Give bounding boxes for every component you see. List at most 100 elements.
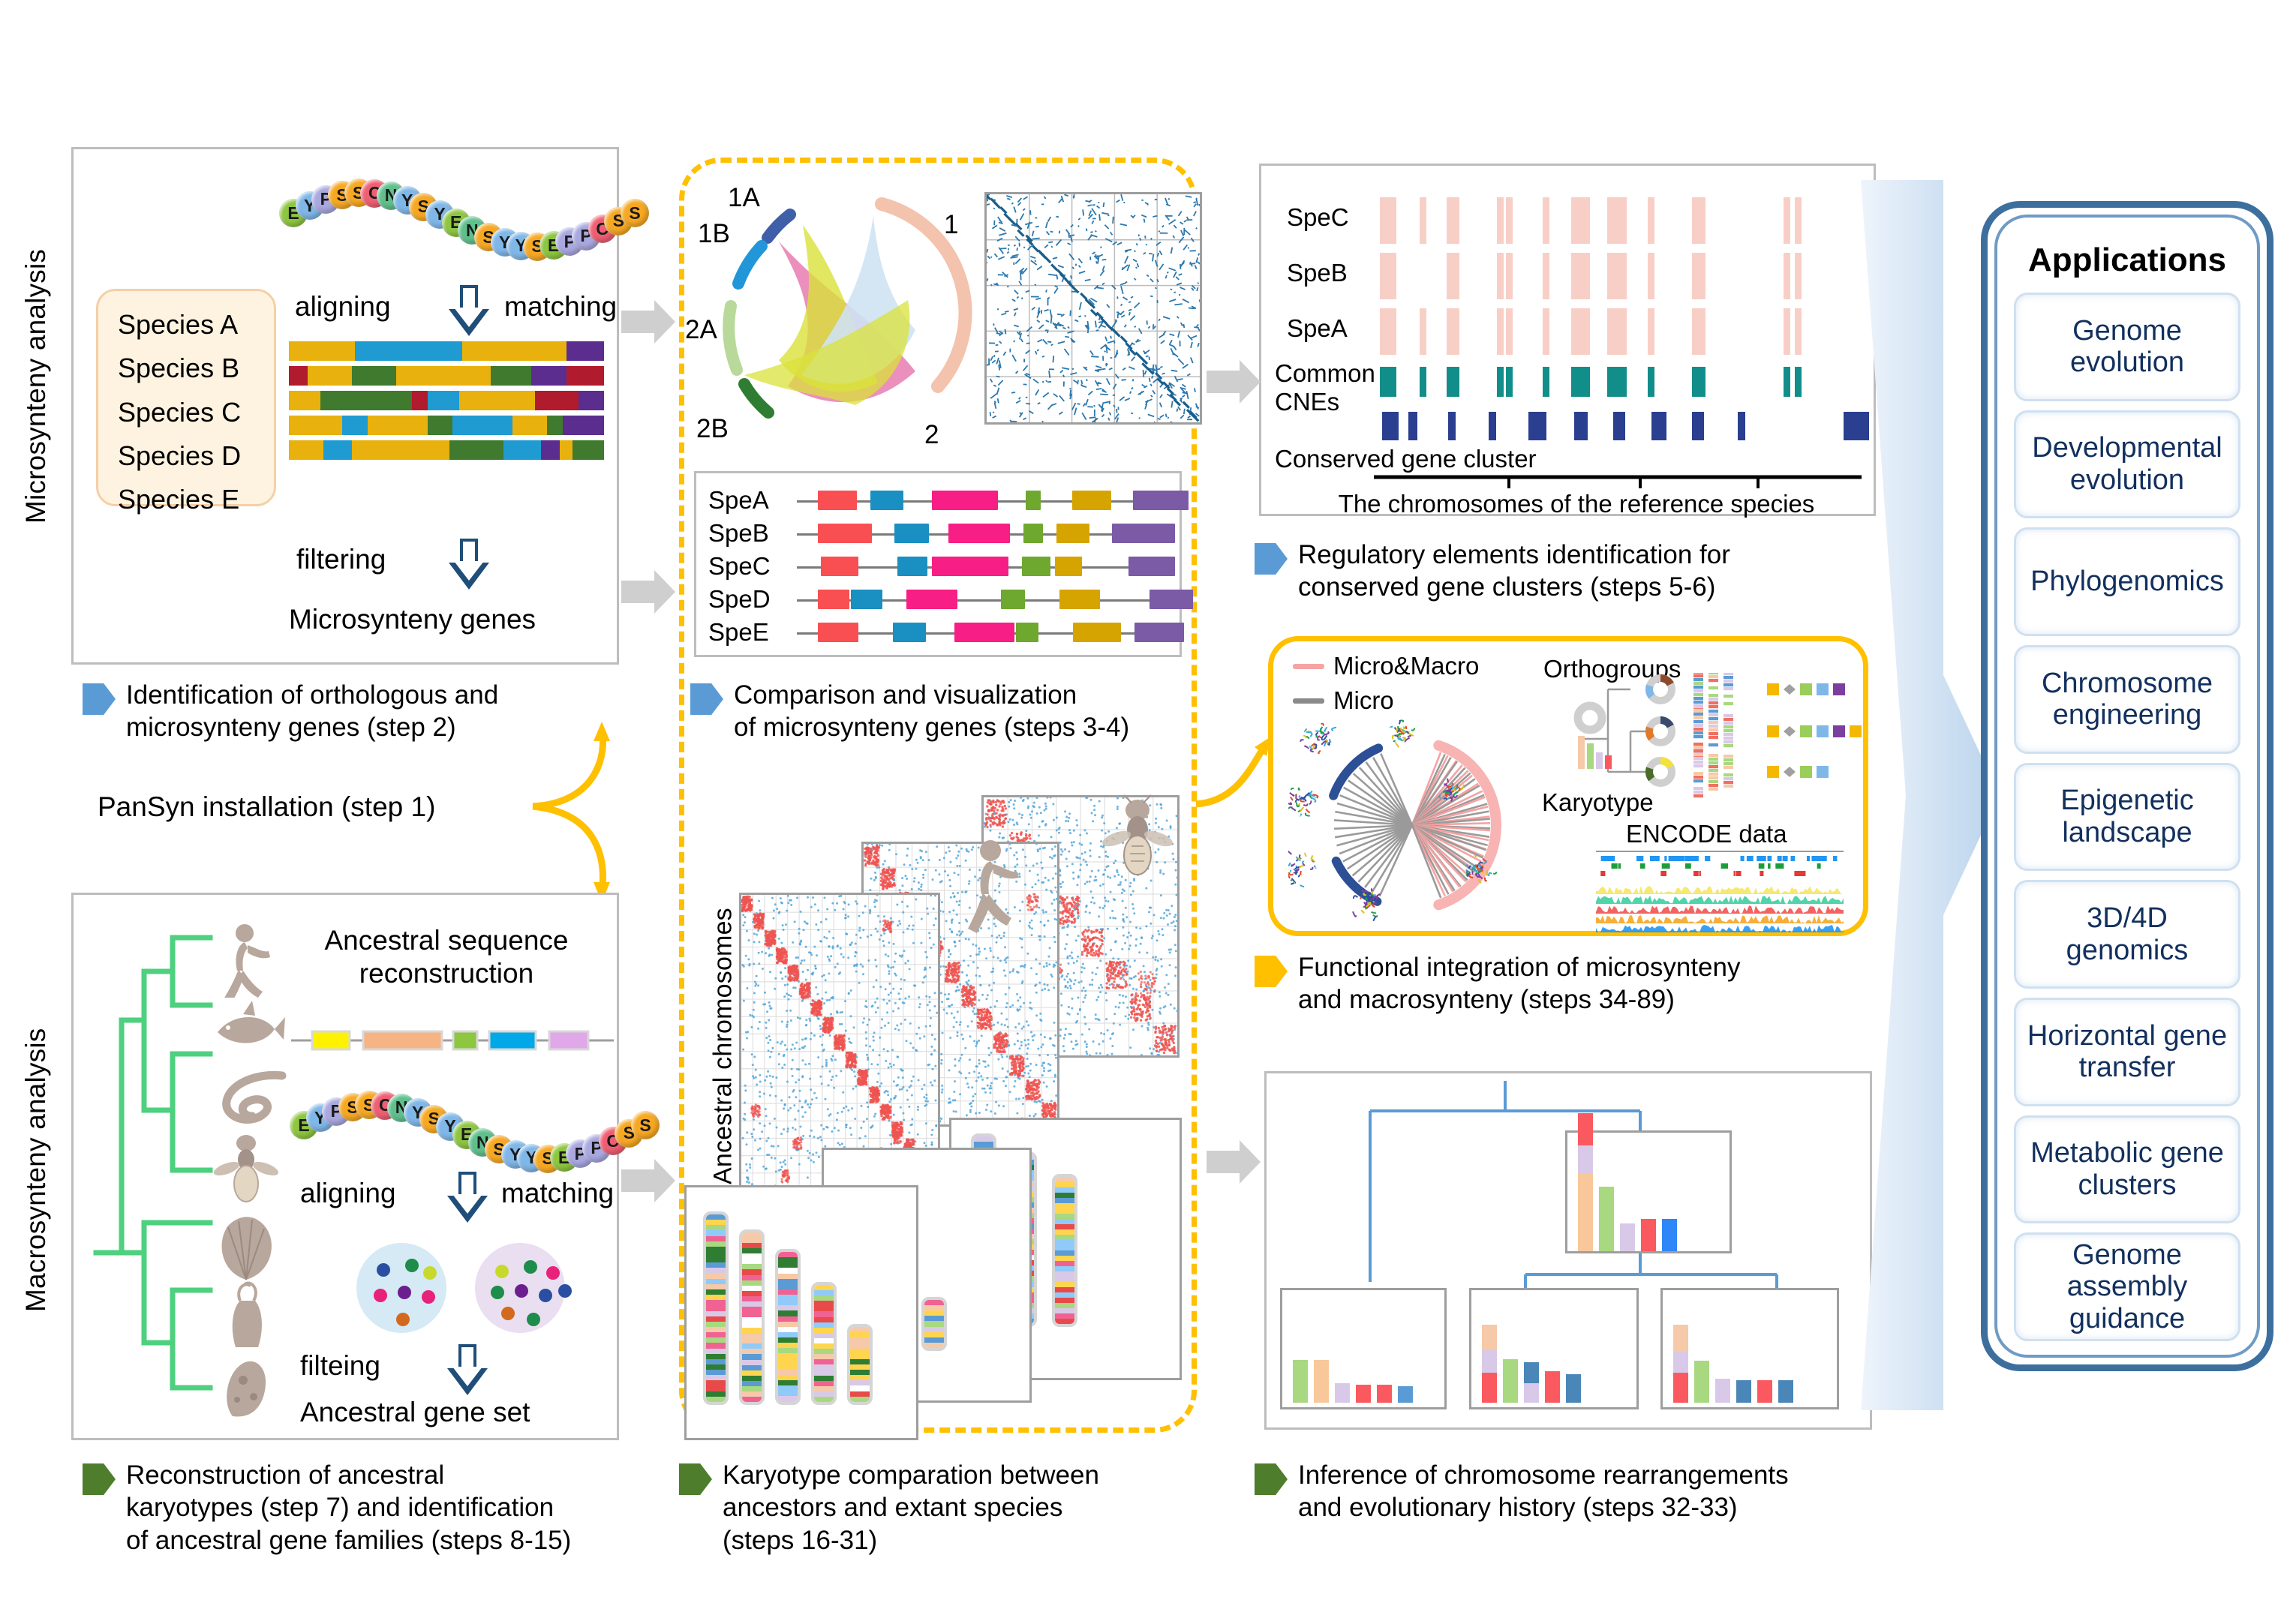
cne-tick <box>1380 197 1387 244</box>
bar <box>1314 1360 1329 1403</box>
circos-label-1A: 1A <box>728 183 760 212</box>
bar <box>1356 1385 1371 1403</box>
cne-tick <box>1453 253 1459 299</box>
funnel-arrow-to-applications <box>1861 180 2000 1410</box>
cne-tick <box>1613 308 1621 355</box>
cne-tick <box>1384 308 1392 355</box>
bar <box>1662 1218 1677 1251</box>
caption-steps-16-31: Karyotype comparation between ancestors … <box>679 1459 1189 1556</box>
application-item-horizontal-gene-transfer[interactable]: Horizontal gene transfer <box>2014 998 2240 1106</box>
microsynteny-genes-output-label: Microsynteny genes <box>289 604 536 635</box>
gene-track <box>797 552 1175 581</box>
matching-label-micro: matching <box>504 291 618 322</box>
fly-icon <box>1101 794 1174 876</box>
track-label: SpeC <box>708 552 771 580</box>
bar <box>1293 1360 1308 1403</box>
caption-steps-5-6: Regulatory elements identification for c… <box>1255 539 1855 604</box>
bar-segment <box>1524 1383 1539 1403</box>
tunicate-icon <box>210 1275 288 1350</box>
bar-segment <box>1673 1352 1688 1373</box>
caption-steps-32-33: Inference of chromosome rearrangements a… <box>1255 1459 1900 1524</box>
karyotype-label: Karyotype <box>1542 788 1654 816</box>
protein-structure-icons <box>1288 719 1498 922</box>
bar <box>1778 1380 1793 1403</box>
genome-bar-row <box>289 391 604 410</box>
bar-segment <box>1482 1373 1497 1403</box>
cne-tick <box>1570 253 1578 299</box>
application-item-epigenetic-landscape[interactable]: Epigenetic landscape <box>2014 762 2240 872</box>
track-label: SpeE <box>708 618 769 646</box>
application-item-genome-evolution[interactable]: Genome evolution <box>2014 293 2240 401</box>
cne-tick <box>1390 253 1396 299</box>
genome-color-bars <box>289 341 604 491</box>
cne-tick <box>1576 197 1584 244</box>
species-item: Species E <box>118 484 240 515</box>
conserved-gene-cluster-block <box>1528 412 1546 440</box>
species-list-box: Species A Species B Species C Species D … <box>96 289 276 515</box>
cne-tick <box>1576 253 1584 299</box>
genome-bar-row <box>289 416 604 435</box>
cne-row-label-speB: SpeB <box>1287 259 1348 287</box>
encode-label: ENCODE data <box>1626 820 1787 848</box>
common-cne-tick <box>1570 367 1578 397</box>
cne-tick <box>1692 308 1699 355</box>
cne-tick <box>1506 197 1513 244</box>
encode-signal-tracks <box>1596 851 1844 932</box>
chromosome-ideogram <box>739 1229 765 1405</box>
common-cne-tick <box>1583 367 1591 397</box>
conserved-gene-cluster-block <box>1651 412 1666 440</box>
legend-label: Micro&Macro <box>1333 652 1480 680</box>
gene-track <box>797 618 1184 647</box>
track-row-speC: SpeC <box>708 550 1175 583</box>
common-cne-tick <box>1613 367 1621 397</box>
common-cne-tick <box>1698 367 1705 397</box>
cne-tick <box>1384 197 1392 244</box>
dotplot-front-ancestor <box>739 893 940 1193</box>
legend-micro: Micro <box>1293 686 1479 715</box>
side-label-macrosynteny: Macrosynteny analysis <box>20 1028 51 1313</box>
conserved-gene-cluster-block <box>1843 412 1869 440</box>
application-item-developmental-evolution[interactable]: Developmental evolution <box>2014 410 2240 519</box>
amino-acid-bead: S <box>621 199 649 228</box>
functional-integration-panel: Micro&Macro Micro Orthogroups Karyotype … <box>1268 636 1868 936</box>
bar <box>1757 1380 1772 1403</box>
common-cne-tick <box>1384 367 1392 397</box>
filtering-arrow-macro <box>447 1344 488 1397</box>
middle-dashed-container <box>679 158 1197 1433</box>
caption-steps-34-89: Functional integration of microsynteny a… <box>1255 951 1855 1016</box>
gene-track <box>797 585 1193 614</box>
application-item-genome-assembly-guidance[interactable]: Genome assembly guidance <box>2014 1232 2240 1342</box>
common-cne-tick <box>1576 367 1584 397</box>
node-chart-leaf-right <box>1660 1288 1839 1409</box>
aligning-arrow-micro <box>449 285 489 338</box>
cne-tick <box>1446 253 1453 299</box>
bar-segment <box>1673 1373 1688 1403</box>
cne-row-label-speC: SpeC <box>1287 203 1349 231</box>
worm-icon <box>210 1062 288 1137</box>
common-cne-tick <box>1419 367 1426 397</box>
bar <box>1620 1223 1635 1251</box>
synteny-dotplot-small <box>984 192 1202 425</box>
ancestral-sequence-track <box>291 1028 614 1053</box>
cne-tick <box>1506 308 1513 355</box>
application-item-chromosome-engineering[interactable]: Chromosome engineering <box>2014 645 2240 754</box>
gene-track <box>797 519 1175 548</box>
scallop-icon <box>210 1208 288 1283</box>
aligning-label-macro: aligning <box>300 1178 396 1208</box>
arrow-middle-to-tree <box>1207 1140 1261 1184</box>
application-item-phylogenomics[interactable]: Phylogenomics <box>2014 527 2240 637</box>
arrow-macro-to-middle <box>621 1159 675 1202</box>
applications-box: Applications Genome evolution Developmen… <box>1981 201 2273 1371</box>
karyotype-panel-front <box>684 1185 918 1440</box>
bar <box>1736 1380 1751 1403</box>
common-cne-tick <box>1619 367 1627 397</box>
application-item-3d4d-genomics[interactable]: 3D/4D genomics <box>2014 880 2240 989</box>
cne-tick <box>1380 253 1387 299</box>
conserved-gene-cluster-block <box>1489 412 1497 440</box>
application-item-metabolic-gene-clusters[interactable]: Metabolic gene clusters <box>2014 1115 2240 1224</box>
matching-label-macro: matching <box>501 1178 615 1208</box>
dotplot-ylabel: Ancestral chromosomes <box>708 908 738 1185</box>
chromosome-ideogram <box>775 1249 801 1405</box>
species-item: Species D <box>118 440 242 471</box>
